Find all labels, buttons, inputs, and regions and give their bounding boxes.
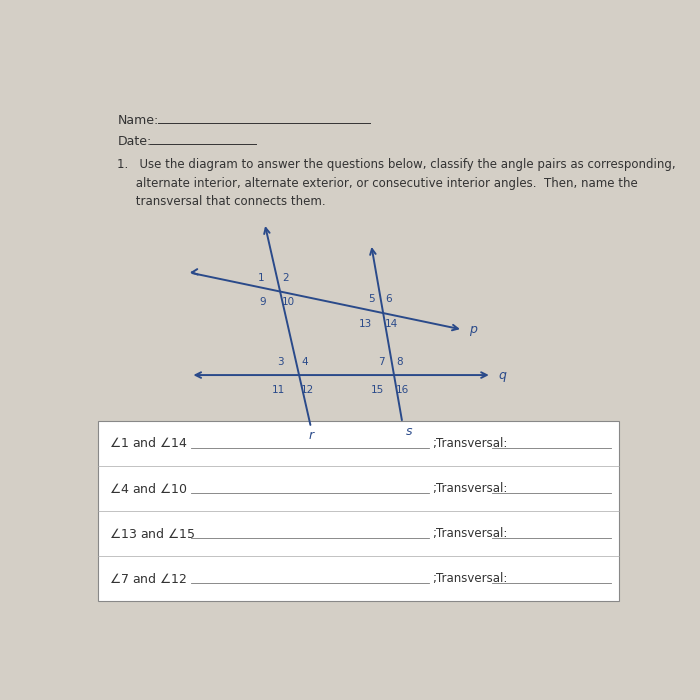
Text: Date:: Date: bbox=[118, 135, 152, 148]
Text: 7: 7 bbox=[377, 357, 384, 368]
Text: 2: 2 bbox=[282, 273, 288, 283]
Text: transversal that connects them.: transversal that connects them. bbox=[118, 195, 326, 208]
Text: s: s bbox=[405, 425, 412, 438]
Text: alternate interior, alternate exterior, or consecutive interior angles.  Then, n: alternate interior, alternate exterior, … bbox=[118, 176, 638, 190]
Text: 9: 9 bbox=[260, 298, 267, 307]
Text: ;Transversal:: ;Transversal: bbox=[432, 573, 508, 585]
Text: 10: 10 bbox=[282, 298, 295, 307]
Text: ;Transversal:: ;Transversal: bbox=[432, 437, 508, 450]
Text: 4: 4 bbox=[301, 357, 308, 368]
Text: p: p bbox=[469, 323, 477, 336]
Text: ;Transversal:: ;Transversal: bbox=[432, 527, 508, 540]
Text: 11: 11 bbox=[272, 385, 286, 395]
Text: 1.   Use the diagram to answer the questions below, classify the angle pairs as : 1. Use the diagram to answer the questio… bbox=[118, 158, 676, 172]
Text: r: r bbox=[309, 430, 314, 442]
Text: 13: 13 bbox=[359, 319, 372, 329]
Text: 12: 12 bbox=[301, 385, 314, 395]
Text: 3: 3 bbox=[276, 357, 284, 368]
Text: 5: 5 bbox=[368, 294, 374, 304]
Text: Name:: Name: bbox=[118, 113, 159, 127]
Text: q: q bbox=[498, 369, 506, 382]
Text: ;Transversal:: ;Transversal: bbox=[432, 482, 508, 495]
Text: $\angle$1 and $\angle$14: $\angle$1 and $\angle$14 bbox=[109, 436, 188, 450]
FancyBboxPatch shape bbox=[98, 421, 619, 601]
Text: 14: 14 bbox=[385, 319, 398, 329]
Text: 8: 8 bbox=[396, 357, 402, 368]
Text: 15: 15 bbox=[371, 385, 384, 395]
Text: $\angle$7 and $\angle$12: $\angle$7 and $\angle$12 bbox=[109, 572, 188, 586]
Text: $\angle$13 and $\angle$15: $\angle$13 and $\angle$15 bbox=[109, 526, 196, 540]
Text: 16: 16 bbox=[396, 385, 410, 395]
Text: $\angle$4 and $\angle$10: $\angle$4 and $\angle$10 bbox=[109, 482, 188, 496]
Text: 6: 6 bbox=[385, 294, 392, 304]
Text: 1: 1 bbox=[258, 273, 265, 283]
